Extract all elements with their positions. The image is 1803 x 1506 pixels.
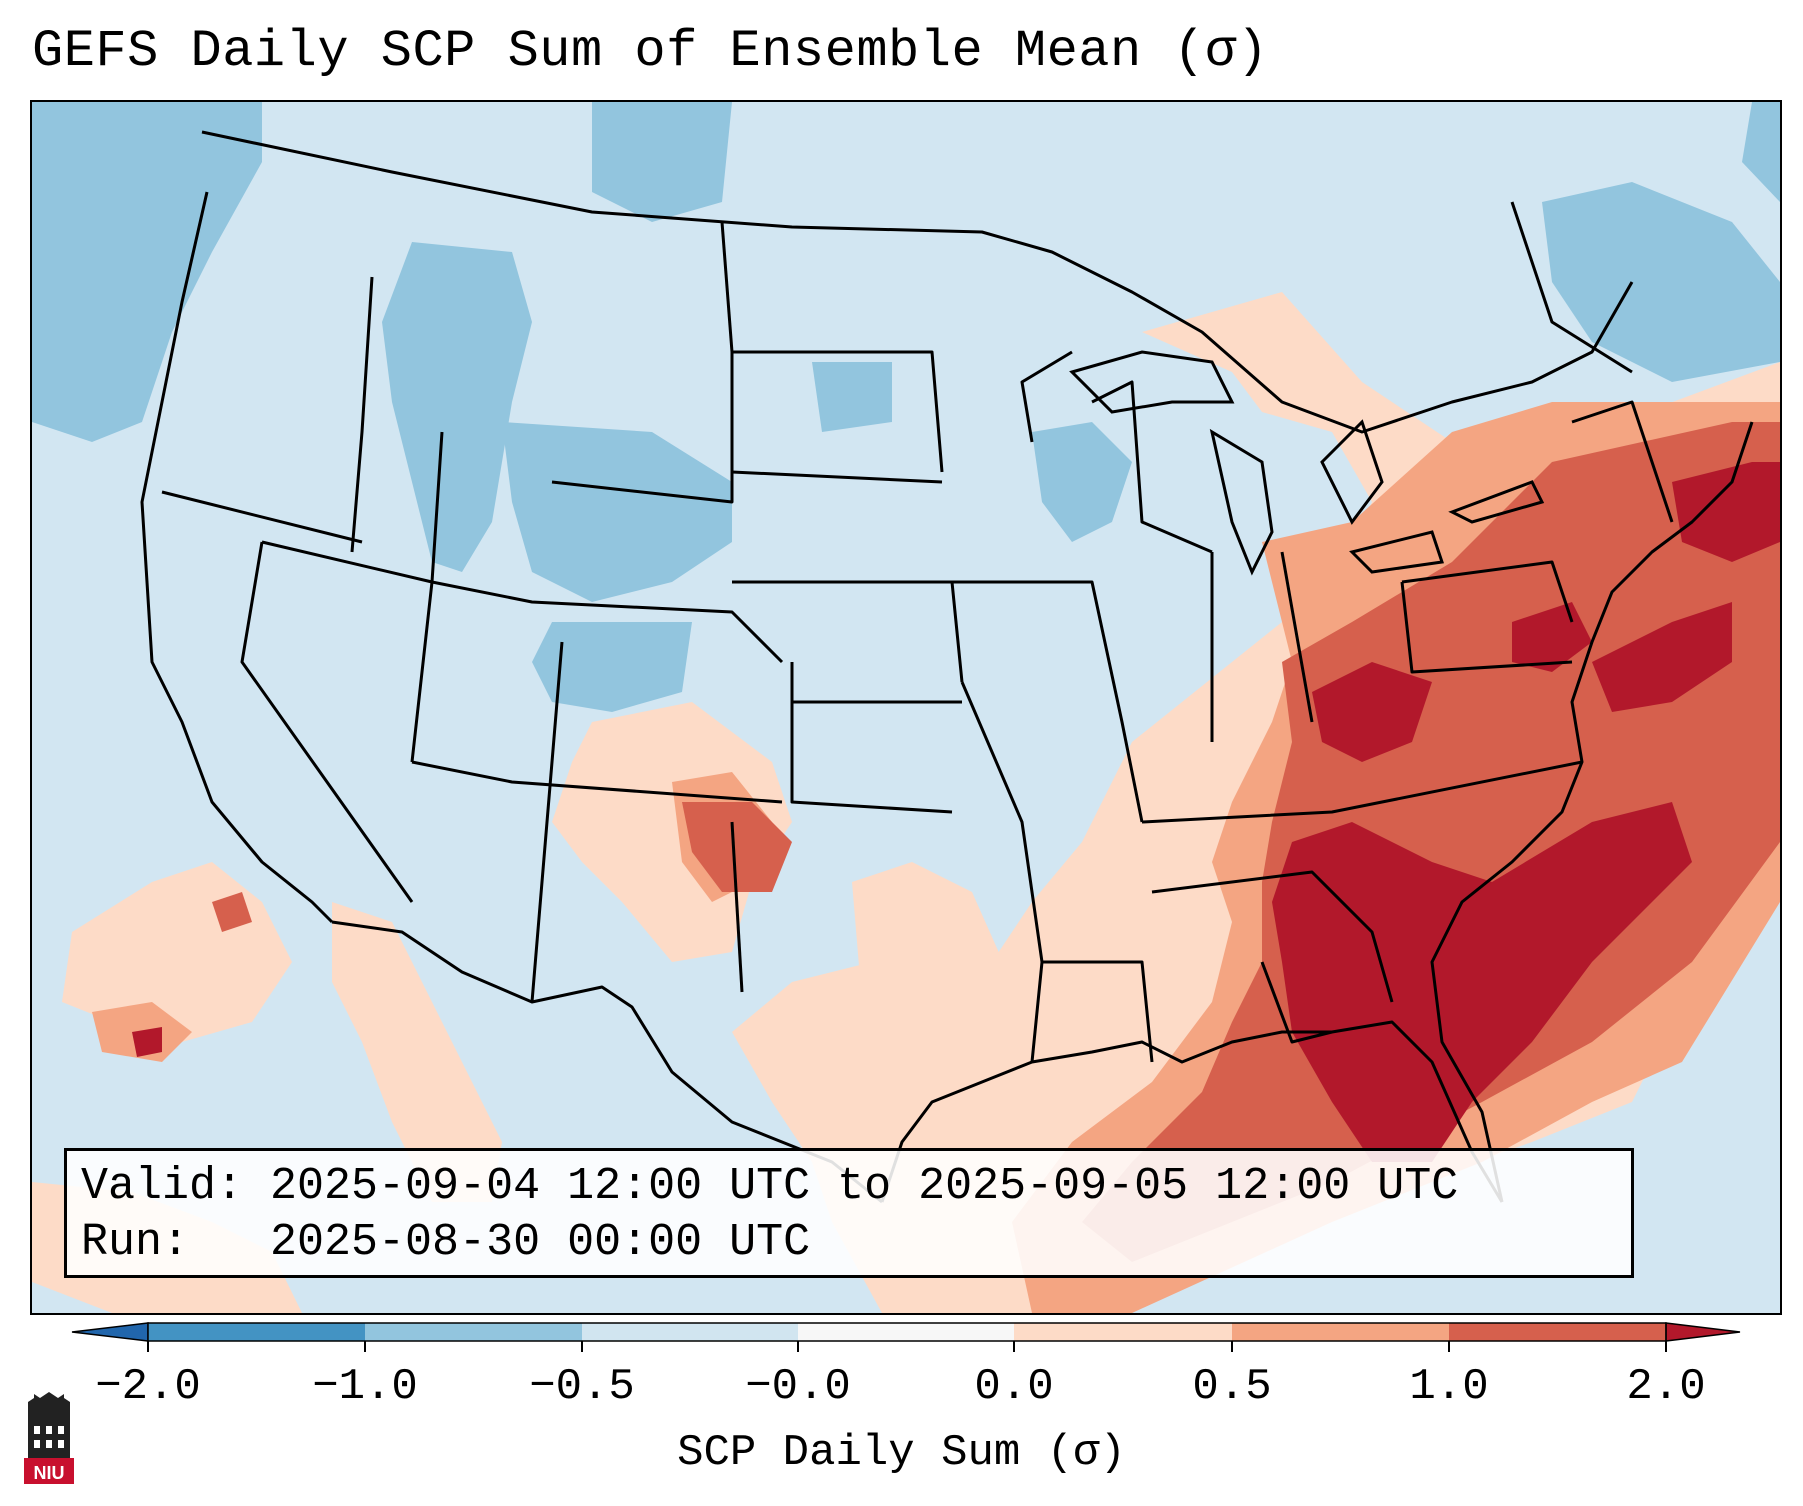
valid-time-line: Valid: 2025-09-04 12:00 UTC to 2025-09-0… xyxy=(81,1161,1459,1212)
great-lakes xyxy=(1069,350,1545,576)
colorbar-tick-label: 0.5 xyxy=(1192,1362,1272,1412)
state-boundaries xyxy=(140,130,1754,1204)
negative-anomaly xyxy=(32,102,1780,712)
colorbar-ticks xyxy=(147,1341,1667,1352)
positive-anomaly-extreme xyxy=(132,462,1780,1162)
colorbar-seg-3 xyxy=(798,1323,1014,1341)
colorbar-seg-4 xyxy=(1014,1323,1232,1341)
colorbar-seg-0 xyxy=(148,1323,365,1341)
colorbar-outline xyxy=(147,1322,1667,1342)
colorbar-tick-label: −0.5 xyxy=(529,1362,635,1412)
colorbar-seg-6 xyxy=(1449,1323,1666,1341)
colorbar-seg-1 xyxy=(365,1323,582,1341)
colorbar-seg-2 xyxy=(582,1323,798,1341)
map-title: GEFS Daily SCP Sum of Ensemble Mean (σ) xyxy=(32,22,1269,81)
colorbar-extend-low xyxy=(71,1322,149,1342)
logo-text: NIU xyxy=(34,1463,65,1483)
colorbar-tick-label: 0.0 xyxy=(974,1362,1054,1412)
valid-run-info-box: Valid: 2025-09-04 12:00 UTC to 2025-09-0… xyxy=(64,1148,1634,1278)
colorbar-label: SCP Daily Sum (σ) xyxy=(677,1428,1126,1478)
run-time-line: Run: 2025-08-30 00:00 UTC xyxy=(81,1217,811,1268)
colorbar-tick-label: −0.0 xyxy=(745,1362,851,1412)
colorbar-tick-label: 1.0 xyxy=(1409,1362,1489,1412)
niu-logo-icon: NIU xyxy=(24,1392,74,1484)
map-panel xyxy=(30,100,1782,1315)
colorbar-tick-label: −1.0 xyxy=(312,1362,418,1412)
scp-anomaly-map xyxy=(32,102,1780,1313)
colorbar-tick-label: 2.0 xyxy=(1626,1362,1706,1412)
positive-anomaly-strong xyxy=(212,422,1780,1262)
colorbar-tick-label: −2.0 xyxy=(95,1362,201,1412)
colorbar-seg-5 xyxy=(1232,1323,1449,1341)
colorbar-extend-high xyxy=(1665,1322,1741,1342)
